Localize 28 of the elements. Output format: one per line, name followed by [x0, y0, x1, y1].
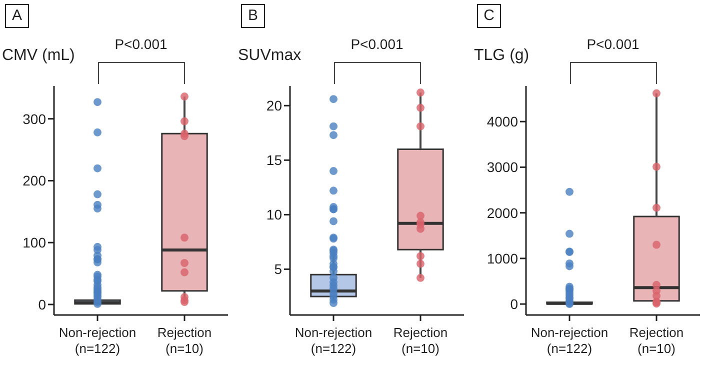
y-tick-label: 15 — [266, 152, 282, 168]
y-axis-title: SUVmax — [238, 47, 302, 65]
x-tick-label: Non-rejection (n=122) — [530, 325, 608, 356]
text: P<0.001 — [114, 36, 168, 52]
text: P<0.001 — [350, 36, 404, 52]
text: P<0.001 — [586, 36, 640, 52]
x-tick-label: Rejection (n=10) — [157, 325, 212, 356]
x-tick-label: Non-rejection (n=122) — [294, 325, 372, 356]
y-tick-label: 0 — [510, 296, 518, 312]
y-tick-label: 300 — [22, 110, 46, 127]
y-tick-label: 100 — [22, 234, 46, 251]
chart-title: C — [477, 4, 501, 28]
y-tick-label: 4000 — [486, 114, 518, 130]
x-tick-label: Rejection (n=10) — [393, 325, 448, 356]
y-tick-label: 0 — [38, 296, 46, 312]
y-tick-label: 2000 — [486, 204, 518, 221]
y-tick-label: 5 — [274, 261, 282, 278]
y-tick-label: 10 — [266, 206, 282, 223]
y-tick-label: 3000 — [486, 159, 518, 176]
y-tick-label: 20 — [266, 98, 282, 114]
chart-title: B — [241, 4, 265, 28]
x-tick-label: Non-rejection (n=122) — [58, 325, 136, 356]
y-axis-title: CMV (mL) — [2, 47, 75, 65]
chart-title: A — [5, 4, 29, 28]
y-tick-label: 200 — [22, 172, 46, 189]
y-tick-label: 1000 — [486, 250, 518, 266]
x-tick-label: Rejection (n=10) — [629, 325, 684, 356]
y-axis-title: TLG (g) — [474, 47, 530, 65]
